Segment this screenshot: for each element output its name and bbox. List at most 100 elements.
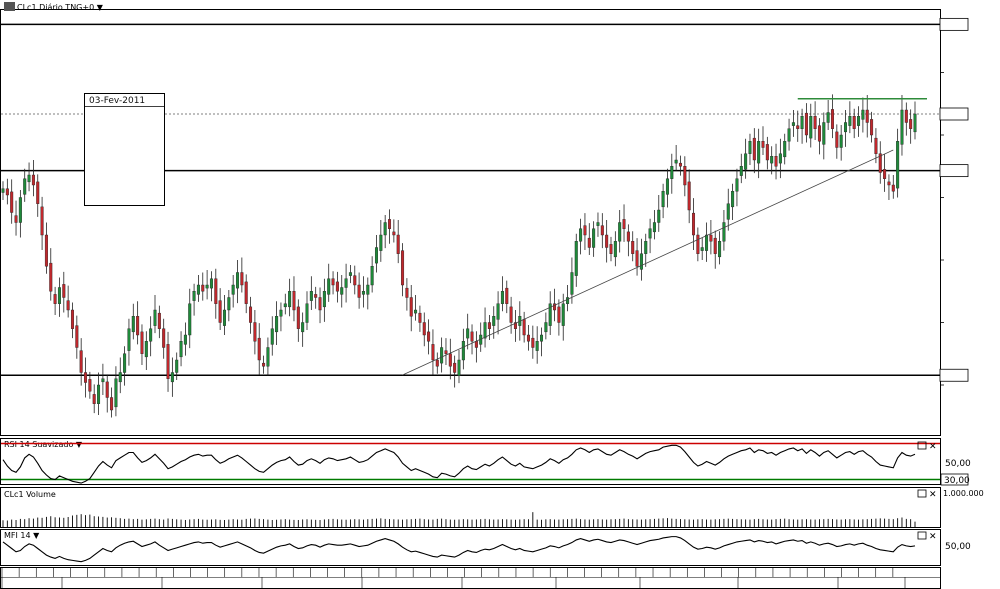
candle-body	[705, 234, 709, 251]
candle-body	[661, 191, 665, 208]
candle-body	[553, 303, 557, 311]
candle-body	[496, 303, 500, 320]
candle-body	[778, 153, 782, 164]
candle-body	[561, 303, 565, 326]
candle-body	[157, 312, 161, 329]
candle-body	[188, 303, 192, 336]
candle-body	[253, 322, 257, 342]
candle-body	[53, 294, 57, 304]
candle-body	[635, 250, 639, 267]
candle-body	[244, 281, 248, 304]
candle-body	[548, 303, 552, 326]
candle-body	[474, 341, 478, 348]
candle-body	[136, 316, 140, 336]
candle-body	[887, 181, 891, 186]
volume-tick: 1.000.000	[943, 489, 984, 498]
candle-body	[526, 334, 530, 342]
candle-body	[170, 372, 174, 383]
candle-body	[236, 272, 240, 289]
candle-body	[670, 166, 674, 179]
candle-body	[913, 113, 917, 133]
mfi-panel-frame	[0, 529, 941, 566]
mfi-title[interactable]: MFI 14 ▼	[4, 531, 40, 540]
candle-body	[861, 109, 865, 120]
candle-body	[322, 291, 326, 308]
volume-close-icon[interactable]: ✕	[929, 490, 937, 500]
candle-body	[665, 178, 669, 195]
candle-body	[579, 228, 583, 242]
candle-body	[192, 291, 196, 301]
candle-body	[196, 284, 200, 295]
volume-panel-frame	[0, 487, 941, 528]
rsi-tick-30: 30,00	[944, 476, 970, 486]
candle-body	[431, 344, 435, 361]
candle-body	[209, 278, 213, 289]
candle-body	[826, 112, 830, 123]
candle-body	[683, 166, 687, 186]
candle-body	[62, 284, 66, 298]
chart-title[interactable]: CLc1 Diário TNG+0 ▼	[17, 3, 104, 12]
candle-body	[123, 353, 127, 373]
candle-body	[318, 297, 322, 311]
candle-body	[401, 250, 405, 286]
candle-body	[70, 309, 74, 329]
candle-body	[370, 266, 374, 286]
candle-body	[201, 284, 205, 292]
rsi-maximize-icon[interactable]	[917, 441, 927, 450]
candle-body	[644, 241, 648, 254]
candle-body	[283, 303, 287, 308]
candle-body	[444, 350, 448, 354]
candle-body	[687, 181, 691, 211]
mfi-close-icon[interactable]: ✕	[929, 532, 937, 542]
candle-body	[348, 272, 352, 276]
candle-body	[500, 291, 504, 304]
candle-body	[735, 178, 739, 192]
candle-body	[609, 244, 613, 254]
candle-body	[10, 191, 14, 213]
candle-body	[92, 394, 96, 404]
candle-body	[726, 203, 730, 220]
rsi-title[interactable]: RSI 14 Suavizado ▼	[4, 440, 83, 449]
candle-body	[909, 119, 913, 129]
volume-title[interactable]: CLc1 Volume	[4, 490, 56, 499]
candle-body	[279, 309, 283, 317]
time-axis-frame	[0, 567, 941, 589]
candle-body	[596, 222, 600, 226]
candle-body	[891, 184, 895, 192]
rsi-tick-50: 50,00	[945, 459, 971, 469]
candle-body	[314, 294, 318, 298]
candle-body	[214, 278, 218, 304]
candle-body	[266, 347, 270, 367]
rsi-close-icon[interactable]: ✕	[929, 442, 937, 452]
candle-body	[813, 116, 817, 129]
mfi-maximize-icon[interactable]	[917, 531, 927, 540]
chart-menu-icon[interactable]	[4, 2, 15, 11]
candle-body	[731, 191, 735, 208]
candle-body	[14, 215, 18, 223]
candle-body	[752, 137, 756, 161]
candle-body	[457, 359, 461, 376]
candle-body	[18, 197, 22, 223]
candle-body	[166, 344, 170, 379]
trend-lines[interactable]	[402, 97, 927, 376]
candle-body	[540, 334, 544, 342]
candle-body	[648, 228, 652, 239]
rsi-tick-30-box	[940, 473, 969, 486]
candle-body	[205, 284, 209, 289]
candle-body	[509, 306, 513, 323]
candle-body	[535, 341, 539, 351]
candle-body	[570, 272, 574, 295]
candle-body	[31, 174, 35, 186]
candle-body	[40, 206, 44, 236]
candle-body	[222, 309, 226, 326]
candle-body	[839, 134, 843, 148]
candle-body	[422, 322, 426, 336]
candle-body	[231, 284, 235, 295]
candle-body	[770, 156, 774, 164]
volume-maximize-icon[interactable]	[917, 489, 927, 498]
candle-body	[587, 237, 591, 248]
info-box: 03-Fev-2011	[84, 93, 165, 206]
candle-body	[700, 247, 704, 251]
candle-body	[574, 241, 578, 276]
candle-body	[49, 262, 53, 292]
